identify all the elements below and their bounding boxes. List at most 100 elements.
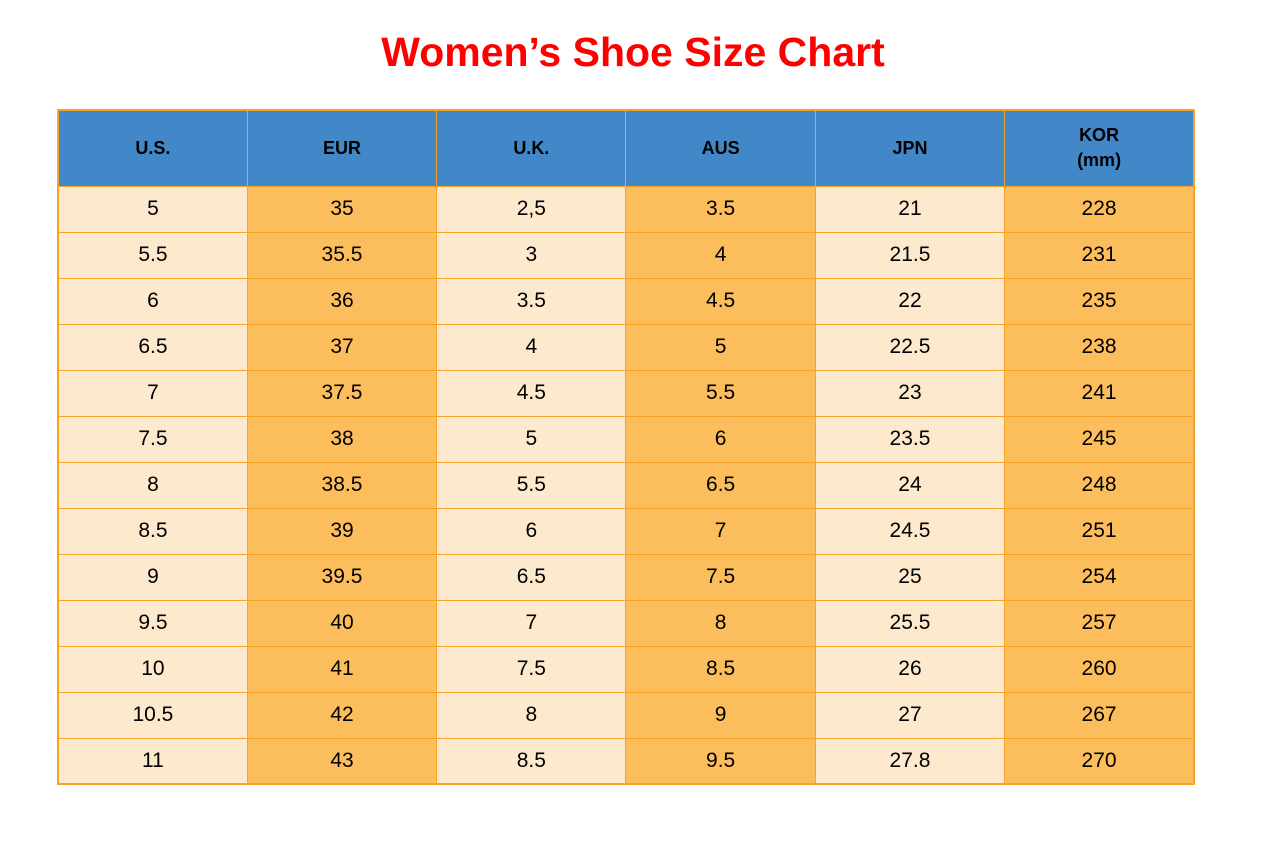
table-cell: 228 (1004, 185, 1195, 233)
table-cell: 4.5 (436, 369, 627, 417)
table-cell: 7.5 (57, 415, 248, 463)
column-header-line: EUR (322, 137, 361, 158)
table-cell: 36 (246, 277, 438, 325)
table-cell: 7.5 (436, 645, 627, 693)
table-cell: 21.5 (814, 231, 1006, 279)
table-cell: 6.5 (625, 461, 816, 509)
table-cell: 39 (246, 507, 438, 555)
table-cell: 248 (1004, 461, 1195, 509)
table-row: 9 39.5 6.5 7.5 25 254 (57, 553, 1195, 601)
column-header-line: KOR (1079, 125, 1120, 146)
table-cell: 35 (246, 185, 438, 233)
table-cell: 35.5 (246, 231, 438, 279)
table-cell: 37.5 (246, 369, 438, 417)
table-row: 5 35 2,5 3.5 21 228 (57, 185, 1195, 233)
table-cell: 9.5 (625, 737, 816, 785)
table-cell: 267 (1004, 691, 1195, 739)
table-row: 11 43 8.5 9.5 27.8 270 (57, 737, 1195, 785)
table-cell: 235 (1004, 277, 1195, 325)
table-cell: 10 (57, 645, 248, 693)
column-header-eur: EUR (246, 109, 438, 187)
table-row: 9.5 40 7 8 25.5 257 (57, 599, 1195, 647)
table-cell: 9 (625, 691, 816, 739)
table-cell: 3 (436, 231, 627, 279)
table-cell: 257 (1004, 599, 1195, 647)
table-cell: 5.5 (436, 461, 627, 509)
table-cell: 241 (1004, 369, 1195, 417)
table-cell: 245 (1004, 415, 1195, 463)
table-row: 7 37.5 4.5 5.5 23 241 (57, 369, 1195, 417)
shoe-size-table: U.S. EUR U.K. AUS JPN KOR (mm) 5 35 2,5 3.5 21 228 5… (57, 109, 1195, 785)
table-cell: 5.5 (57, 231, 248, 279)
table-cell: 8 (436, 691, 627, 739)
table-cell: 4.5 (625, 277, 816, 325)
table-cell: 38 (246, 415, 438, 463)
table-cell: 38.5 (246, 461, 438, 509)
table-cell: 23.5 (814, 415, 1006, 463)
table-cell: 4 (625, 231, 816, 279)
table-cell: 9.5 (57, 599, 248, 647)
table-cell: 9 (57, 553, 248, 601)
table-cell: 6 (57, 277, 248, 325)
column-header-line: U.K. (513, 137, 550, 158)
column-header-u-s: U.S. (57, 109, 248, 187)
table-cell: 11 (57, 737, 248, 785)
table-cell: 24.5 (814, 507, 1006, 555)
column-header-aus: AUS (625, 109, 816, 187)
table-cell: 7.5 (625, 553, 816, 601)
table-cell: 27 (814, 691, 1006, 739)
table-cell: 3.5 (625, 185, 816, 233)
column-header-kor-mm: KOR (mm) (1004, 109, 1195, 187)
table-cell: 3.5 (436, 277, 627, 325)
table-cell: 5.5 (625, 369, 816, 417)
table-cell: 260 (1004, 645, 1195, 693)
table-cell: 40 (246, 599, 438, 647)
table-cell: 4 (436, 323, 627, 371)
table-cell: 7 (436, 599, 627, 647)
table-cell: 270 (1004, 737, 1195, 785)
table-cell: 22 (814, 277, 1006, 325)
table-cell: 27.8 (814, 737, 1006, 785)
table-cell: 39.5 (246, 553, 438, 601)
table-cell: 25 (814, 553, 1006, 601)
table-cell: 6 (436, 507, 627, 555)
table-cell: 8.5 (625, 645, 816, 693)
table-cell: 26 (814, 645, 1006, 693)
table-cell: 10.5 (57, 691, 248, 739)
column-header-jpn: JPN (814, 109, 1006, 187)
column-header-line: U.S. (135, 137, 171, 158)
table-body: 5 35 2,5 3.5 21 228 5.5 35.5 3 4 21.5 231 6 36 3.5 4.5 2… (57, 185, 1195, 785)
table-row: 10.5 42 8 9 27 267 (57, 691, 1195, 739)
table-header: U.S. EUR U.K. AUS JPN KOR (mm) (57, 109, 1195, 187)
table-cell: 8 (625, 599, 816, 647)
table-header-row: U.S. EUR U.K. AUS JPN KOR (mm) (57, 109, 1195, 187)
table-cell: 8.5 (57, 507, 248, 555)
table-cell: 7 (57, 369, 248, 417)
table-cell: 6.5 (57, 323, 248, 371)
table-cell: 5 (436, 415, 627, 463)
table-cell: 21 (814, 185, 1006, 233)
table-cell: 254 (1004, 553, 1195, 601)
column-header-u-k: U.K. (436, 109, 627, 187)
table-row: 10 41 7.5 8.5 26 260 (57, 645, 1195, 693)
table-cell: 22.5 (814, 323, 1006, 371)
table-cell: 25.5 (814, 599, 1006, 647)
table-cell: 7 (625, 507, 816, 555)
column-header-line: JPN (892, 137, 928, 158)
table-cell: 6.5 (436, 553, 627, 601)
table-cell: 41 (246, 645, 438, 693)
table-row: 6 36 3.5 4.5 22 235 (57, 277, 1195, 325)
table-cell: 5 (57, 185, 248, 233)
table-row: 5.5 35.5 3 4 21.5 231 (57, 231, 1195, 279)
table-cell: 8 (57, 461, 248, 509)
table-cell: 24 (814, 461, 1006, 509)
table-cell: 2,5 (436, 185, 627, 233)
table-row: 7.5 38 5 6 23.5 245 (57, 415, 1195, 463)
table-cell: 5 (625, 323, 816, 371)
table-cell: 238 (1004, 323, 1195, 371)
table-cell: 23 (814, 369, 1006, 417)
page-title: Women’s Shoe Size Chart (381, 29, 885, 75)
column-header-line: AUS (701, 137, 740, 158)
table-cell: 6 (625, 415, 816, 463)
table-row: 6.5 37 4 5 22.5 238 (57, 323, 1195, 371)
